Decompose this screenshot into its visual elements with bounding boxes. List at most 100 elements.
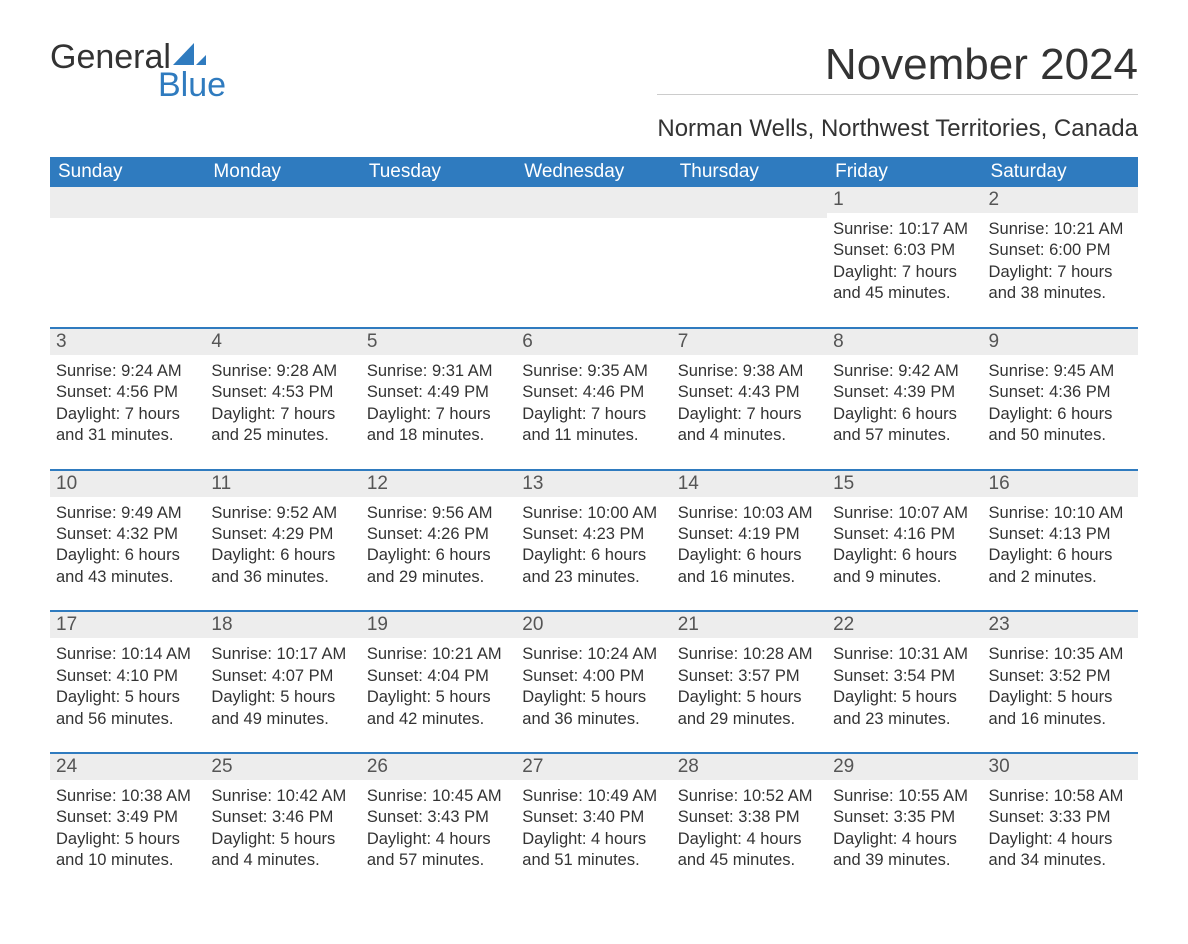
- day-body: Sunrise: 10:00 AMSunset: 4:23 PMDaylight…: [520, 503, 667, 589]
- weekday-header: Monday: [205, 157, 360, 187]
- day-cell: 22Sunrise: 10:31 AMSunset: 3:54 PMDaylig…: [827, 611, 982, 753]
- sunrise-line: Sunrise: 10:52 AM: [678, 786, 823, 807]
- sunrise-line: Sunrise: 10:21 AM: [989, 219, 1134, 240]
- sunset-line: Sunset: 4:10 PM: [56, 666, 201, 687]
- day-body: Sunrise: 10:58 AMSunset: 3:33 PMDaylight…: [987, 786, 1134, 872]
- sunrise-line: Sunrise: 10:14 AM: [56, 644, 201, 665]
- day-body: Sunrise: 9:49 AMSunset: 4:32 PMDaylight:…: [54, 503, 201, 589]
- daylight-line: Daylight: 4 hours and 57 minutes.: [367, 829, 512, 872]
- daylight-line: Daylight: 6 hours and 43 minutes.: [56, 545, 201, 588]
- day-body: Sunrise: 10:35 AMSunset: 3:52 PMDaylight…: [987, 644, 1134, 730]
- sunset-line: Sunset: 4:49 PM: [367, 382, 512, 403]
- day-cell: 12Sunrise: 9:56 AMSunset: 4:26 PMDayligh…: [361, 470, 516, 612]
- day-cell: 17Sunrise: 10:14 AMSunset: 4:10 PMDaylig…: [50, 611, 205, 753]
- sunrise-line: Sunrise: 10:38 AM: [56, 786, 201, 807]
- sunset-line: Sunset: 3:43 PM: [367, 807, 512, 828]
- sunrise-line: Sunrise: 10:17 AM: [833, 219, 978, 240]
- day-cell: 8Sunrise: 9:42 AMSunset: 4:39 PMDaylight…: [827, 328, 982, 470]
- day-number: 15: [827, 471, 982, 497]
- daylight-line: Daylight: 7 hours and 25 minutes.: [211, 404, 356, 447]
- day-number: 30: [983, 754, 1138, 780]
- day-number: 26: [361, 754, 516, 780]
- logo: General Blue: [50, 40, 226, 102]
- sunset-line: Sunset: 3:35 PM: [833, 807, 978, 828]
- logo-text-general: General: [50, 40, 171, 74]
- day-number: 23: [983, 612, 1138, 638]
- sunrise-line: Sunrise: 9:28 AM: [211, 361, 356, 382]
- title-block: November 2024 Norman Wells, Northwest Te…: [657, 40, 1138, 153]
- sunset-line: Sunset: 4:00 PM: [522, 666, 667, 687]
- daynum-bar-empty: [361, 187, 516, 218]
- day-cell: 15Sunrise: 10:07 AMSunset: 4:16 PMDaylig…: [827, 470, 982, 612]
- daylight-line: Daylight: 7 hours and 18 minutes.: [367, 404, 512, 447]
- week-row: 24Sunrise: 10:38 AMSunset: 3:49 PMDaylig…: [50, 753, 1138, 894]
- day-number: 6: [516, 329, 671, 355]
- day-number: 14: [672, 471, 827, 497]
- weekday-header: Tuesday: [361, 157, 516, 187]
- weekday-header: Friday: [827, 157, 982, 187]
- day-cell: 30 Sunrise: 10:58 AMSunset: 3:33 PMDaylig…: [983, 753, 1138, 894]
- day-cell: 26Sunrise: 10:45 AMSunset: 3:43 PMDaylig…: [361, 753, 516, 894]
- day-number: 5: [361, 329, 516, 355]
- day-number: 7: [672, 329, 827, 355]
- location: Norman Wells, Northwest Territories, Can…: [657, 115, 1138, 143]
- empty-cell: [361, 187, 516, 328]
- sunrise-line: Sunrise: 9:45 AM: [989, 361, 1134, 382]
- sunrise-line: Sunrise: 10:55 AM: [833, 786, 978, 807]
- day-number: 18: [205, 612, 360, 638]
- sunset-line: Sunset: 3:46 PM: [211, 807, 356, 828]
- day-number: 4: [205, 329, 360, 355]
- day-cell: 6Sunrise: 9:35 AMSunset: 4:46 PMDaylight…: [516, 328, 671, 470]
- logo-text-blue: Blue: [158, 68, 226, 102]
- day-cell: 27Sunrise: 10:49 AMSunset: 3:40 PMDaylig…: [516, 753, 671, 894]
- day-cell: 7Sunrise: 9:38 AMSunset: 4:43 PMDaylight…: [672, 328, 827, 470]
- sunset-line: Sunset: 4:29 PM: [211, 524, 356, 545]
- day-cell: 19Sunrise: 10:21 AMSunset: 4:04 PMDaylig…: [361, 611, 516, 753]
- day-cell: 2Sunrise: 10:21 AMSunset: 6:00 PMDayligh…: [983, 187, 1138, 328]
- day-number: 29: [827, 754, 982, 780]
- sunrise-line: Sunrise: 10:42 AM: [211, 786, 356, 807]
- day-body: Sunrise: 10:10 AMSunset: 4:13 PMDaylight…: [987, 503, 1134, 589]
- day-cell: 1Sunrise: 10:17 AMSunset: 6:03 PMDayligh…: [827, 187, 982, 328]
- daylight-line: Daylight: 5 hours and 49 minutes.: [211, 687, 356, 730]
- day-body: Sunrise: 10:17 AMSunset: 6:03 PMDaylight…: [831, 219, 978, 305]
- day-number: 25: [205, 754, 360, 780]
- day-cell: 29Sunrise: 10:55 AMSunset: 3:35 PMDaylig…: [827, 753, 982, 894]
- day-body: Sunrise: 9:31 AMSunset: 4:49 PMDaylight:…: [365, 361, 512, 447]
- day-number: 22: [827, 612, 982, 638]
- daylight-line: Daylight: 7 hours and 31 minutes.: [56, 404, 201, 447]
- daylight-line: Daylight: 5 hours and 42 minutes.: [367, 687, 512, 730]
- daylight-line: Daylight: 6 hours and 16 minutes.: [678, 545, 823, 588]
- day-cell: 14 Sunrise: 10:03 AMSunset: 4:19 PMDaylig…: [672, 470, 827, 612]
- sunset-line: Sunset: 4:46 PM: [522, 382, 667, 403]
- sunrise-line: Sunrise: 9:56 AM: [367, 503, 512, 524]
- day-body: Sunrise: 10:03 AMSunset: 4:19 PMDaylight…: [676, 503, 823, 589]
- day-cell: 28Sunrise: 10:52 AMSunset: 3:38 PMDaylig…: [672, 753, 827, 894]
- sunset-line: Sunset: 3:52 PM: [989, 666, 1134, 687]
- daylight-line: Daylight: 6 hours and 36 minutes.: [211, 545, 356, 588]
- day-number: 21: [672, 612, 827, 638]
- sunrise-line: Sunrise: 10:03 AM: [678, 503, 823, 524]
- daylight-line: Daylight: 5 hours and 29 minutes.: [678, 687, 823, 730]
- day-number: 20: [516, 612, 671, 638]
- daylight-line: Daylight: 6 hours and 23 minutes.: [522, 545, 667, 588]
- sunrise-line: Sunrise: 10:17 AM: [211, 644, 356, 665]
- day-body: Sunrise: 10:21 AMSunset: 6:00 PMDaylight…: [987, 219, 1134, 305]
- sunset-line: Sunset: 4:43 PM: [678, 382, 823, 403]
- sunrise-line: Sunrise: 9:38 AM: [678, 361, 823, 382]
- daylight-line: Daylight: 4 hours and 51 minutes.: [522, 829, 667, 872]
- sunset-line: Sunset: 4:23 PM: [522, 524, 667, 545]
- sunrise-line: Sunrise: 10:00 AM: [522, 503, 667, 524]
- day-body: Sunrise: 10:24 AMSunset: 4:00 PMDaylight…: [520, 644, 667, 730]
- daylight-line: Daylight: 6 hours and 2 minutes.: [989, 545, 1134, 588]
- sunrise-line: Sunrise: 10:28 AM: [678, 644, 823, 665]
- sunset-line: Sunset: 4:19 PM: [678, 524, 823, 545]
- daynum-bar-empty: [50, 187, 205, 218]
- sunset-line: Sunset: 3:57 PM: [678, 666, 823, 687]
- day-number: 24: [50, 754, 205, 780]
- sunrise-line: Sunrise: 9:52 AM: [211, 503, 356, 524]
- day-body: Sunrise: 10:14 AMSunset: 4:10 PMDaylight…: [54, 644, 201, 730]
- week-row: 1Sunrise: 10:17 AMSunset: 6:03 PMDayligh…: [50, 187, 1138, 328]
- sunrise-line: Sunrise: 9:24 AM: [56, 361, 201, 382]
- day-body: Sunrise: 10:17 AMSunset: 4:07 PMDaylight…: [209, 644, 356, 730]
